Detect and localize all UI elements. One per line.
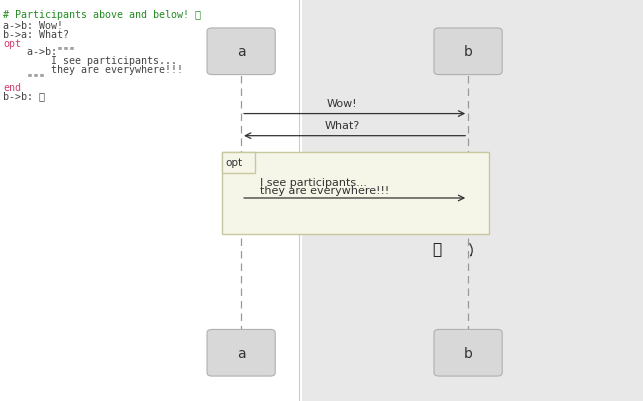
Text: """: """: [3, 74, 45, 84]
Text: b: b: [464, 346, 473, 360]
Text: opt: opt: [225, 158, 242, 168]
FancyBboxPatch shape: [222, 152, 489, 235]
FancyBboxPatch shape: [222, 152, 255, 173]
FancyBboxPatch shape: [434, 330, 502, 376]
Text: they are everywhere!!!: they are everywhere!!!: [3, 65, 183, 75]
Text: I see participants...: I see participants...: [260, 177, 367, 187]
FancyBboxPatch shape: [207, 29, 275, 75]
Text: What?: What?: [324, 121, 359, 131]
Text: b->a: What?: b->a: What?: [3, 30, 69, 40]
Text: a: a: [237, 346, 246, 360]
Text: a->b:""": a->b:""": [3, 47, 75, 57]
Text: they are everywhere!!!: they are everywhere!!!: [260, 185, 390, 195]
FancyArrowPatch shape: [470, 244, 473, 256]
Text: Wow!: Wow!: [327, 99, 357, 109]
Text: 🤪: 🤪: [433, 241, 442, 256]
Text: b->b: 🤪: b->b: 🤪: [3, 91, 45, 101]
Text: end: end: [3, 83, 21, 93]
Text: b: b: [464, 45, 473, 59]
Text: a: a: [237, 45, 246, 59]
Text: opt: opt: [3, 38, 21, 49]
FancyBboxPatch shape: [434, 29, 502, 75]
FancyBboxPatch shape: [207, 330, 275, 376]
Text: # Participants above and below! 🏈: # Participants above and below! 🏈: [3, 10, 201, 20]
Text: a->b: Wow!: a->b: Wow!: [3, 21, 63, 31]
Text: I see participants...: I see participants...: [3, 56, 177, 66]
FancyBboxPatch shape: [0, 0, 302, 401]
